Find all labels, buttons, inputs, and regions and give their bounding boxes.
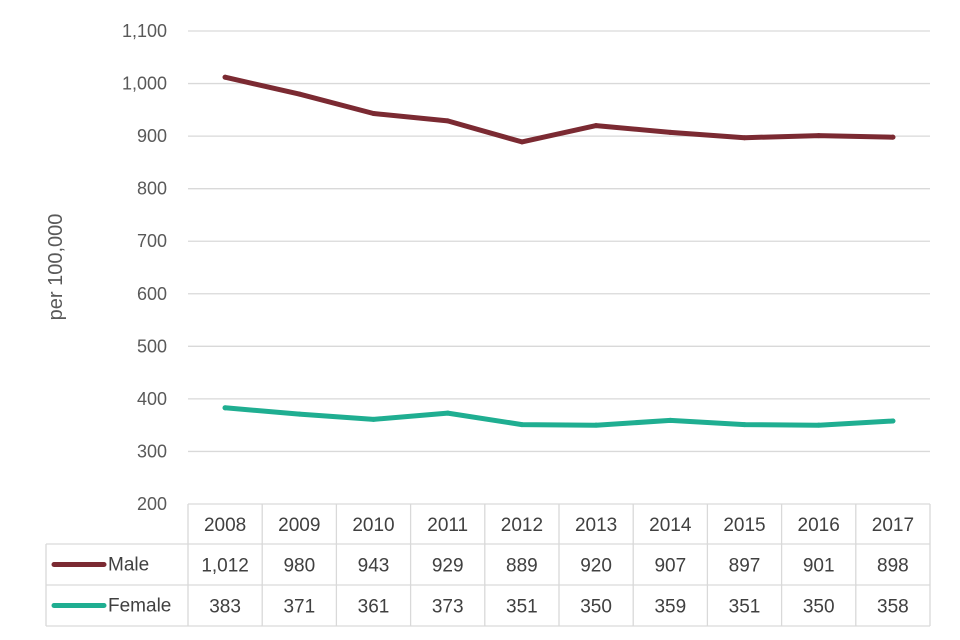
- data-point-male: [816, 133, 822, 139]
- data-label-female: 350: [580, 597, 612, 618]
- data-point-female: [890, 418, 896, 424]
- data-label-female: 351: [729, 597, 761, 618]
- x-tick-label: 2015: [723, 515, 765, 536]
- data-label-female: 351: [506, 597, 538, 618]
- y-tick-label: 500: [137, 336, 167, 356]
- data-point-female: [667, 417, 673, 423]
- data-point-male: [445, 118, 451, 124]
- series-line-female: [222, 405, 896, 428]
- legend-label-female: Female: [108, 596, 171, 617]
- data-point-female: [222, 405, 228, 411]
- y-tick-label: 700: [137, 231, 167, 251]
- y-axis-label: per 100,000: [45, 214, 67, 321]
- data-point-female: [519, 422, 525, 428]
- data-label-female: 359: [654, 597, 686, 618]
- x-tick-label: 2010: [352, 515, 394, 536]
- y-tick-label: 400: [137, 389, 167, 409]
- x-tick-label: 2009: [278, 515, 320, 536]
- x-tick-label: 2013: [575, 515, 617, 536]
- y-axis-ticks: 200 300 400 500 600 700 800 900 1,000 1,100: [122, 21, 167, 514]
- data-point-female: [445, 410, 451, 416]
- data-label-female: 358: [877, 597, 909, 618]
- data-label-male: 943: [358, 556, 390, 577]
- data-label-male: 907: [654, 556, 686, 577]
- y-tick-label: 300: [137, 441, 167, 461]
- data-table: 2008 2009 2010 2011 2012 2013 2014 2015 2016 2017…: [45, 503, 931, 627]
- data-point-male: [667, 129, 673, 135]
- data-label-female: 371: [283, 597, 315, 618]
- x-tick-label: 2014: [649, 515, 692, 536]
- y-tick-label: 200: [137, 494, 167, 514]
- y-tick-label: 1,000: [122, 74, 167, 94]
- data-label-female: 361: [358, 597, 390, 618]
- data-point-female: [296, 411, 302, 417]
- y-tick-label: 800: [137, 179, 167, 199]
- data-label-male: 1,012: [201, 556, 249, 577]
- data-point-male: [593, 123, 599, 129]
- data-label-male: 920: [580, 556, 612, 577]
- data-point-male: [742, 135, 747, 141]
- x-tick-label: 2017: [872, 515, 914, 536]
- data-label-male: 929: [432, 556, 464, 577]
- data-point-female: [593, 422, 599, 428]
- y-tick-label: 600: [137, 284, 167, 304]
- data-point-male: [890, 134, 896, 140]
- x-tick-label: 2008: [204, 515, 246, 536]
- series-lines: [222, 74, 896, 428]
- y-tick-label: 1,100: [122, 21, 167, 41]
- data-point-female: [742, 422, 747, 428]
- data-label-female: 373: [432, 597, 464, 618]
- x-tick-label: 2011: [427, 515, 468, 536]
- data-label-female: 383: [209, 597, 241, 618]
- series-line-male: [222, 74, 896, 145]
- data-label-male: 889: [506, 556, 538, 577]
- y-tick-label: 900: [137, 126, 167, 146]
- data-label-male: 897: [729, 556, 761, 577]
- gridlines: [188, 30, 930, 453]
- data-label-male: 901: [803, 556, 835, 577]
- x-tick-label: 2016: [798, 515, 840, 536]
- data-label-female: 350: [803, 597, 835, 618]
- data-label-male: 980: [283, 556, 315, 577]
- data-point-female: [816, 422, 822, 428]
- data-point-female: [371, 416, 376, 422]
- legend-label-male: Male: [108, 555, 149, 576]
- data-point-male: [371, 111, 376, 117]
- data-point-male: [222, 74, 228, 80]
- data-point-male: [296, 91, 302, 97]
- data-point-male: [519, 139, 525, 145]
- data-label-male: 898: [877, 556, 909, 577]
- x-tick-label: 2012: [501, 515, 543, 536]
